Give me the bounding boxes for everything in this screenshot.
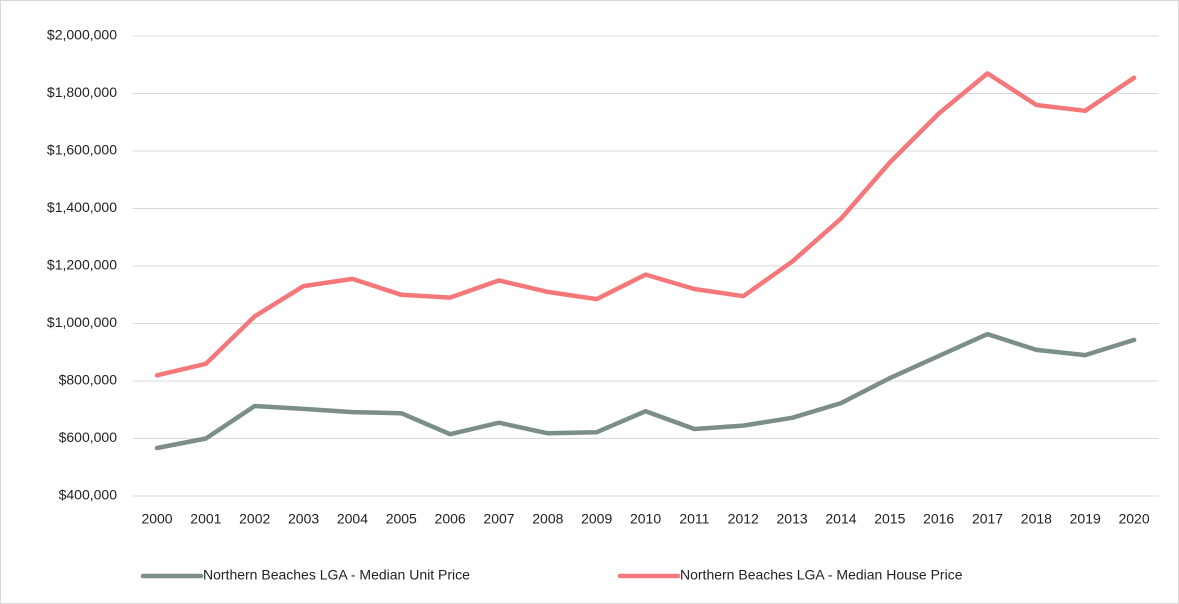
x-tick-label: 2006 bbox=[435, 511, 466, 527]
x-tick-label: 2002 bbox=[239, 511, 270, 527]
y-tick-label: $400,000 bbox=[59, 487, 118, 503]
x-tick-label: 2020 bbox=[1118, 511, 1149, 527]
y-tick-label: $1,000,000 bbox=[47, 314, 117, 330]
x-tick-label: 2003 bbox=[288, 511, 319, 527]
y-tick-label: $800,000 bbox=[59, 372, 118, 388]
y-tick-label: $2,000,000 bbox=[47, 27, 117, 43]
x-tick-label: 2010 bbox=[630, 511, 661, 527]
x-tick-label: 2009 bbox=[581, 511, 612, 527]
y-tick-label: $1,400,000 bbox=[47, 199, 117, 215]
y-tick-label: $1,200,000 bbox=[47, 257, 117, 273]
y-tick-label: $1,600,000 bbox=[47, 142, 117, 158]
x-tick-label: 2011 bbox=[679, 511, 709, 527]
x-tick-label: 2015 bbox=[874, 511, 905, 527]
x-tick-label: 2012 bbox=[728, 511, 759, 527]
x-tick-label: 2013 bbox=[777, 511, 808, 527]
data-line bbox=[154, 331, 1137, 451]
x-tick-label: 2005 bbox=[386, 511, 417, 527]
x-tick-label: 2016 bbox=[923, 511, 954, 527]
data-line bbox=[154, 71, 1137, 378]
legend-label: Northern Beaches LGA - Median Unit Price bbox=[203, 567, 470, 583]
legend-label: Northern Beaches LGA - Median House Pric… bbox=[680, 567, 963, 583]
y-tick-label: $600,000 bbox=[59, 429, 118, 445]
x-tick-label: 2014 bbox=[825, 511, 856, 527]
x-tick-label: 2000 bbox=[141, 511, 172, 527]
y-tick-label: $1,800,000 bbox=[47, 84, 117, 100]
x-tick-label: 2008 bbox=[532, 511, 563, 527]
x-tick-label: 2007 bbox=[483, 511, 514, 527]
x-tick-label: 2019 bbox=[1070, 511, 1101, 527]
x-tick-label: 2018 bbox=[1021, 511, 1052, 527]
x-tick-label: 2001 bbox=[190, 511, 221, 527]
x-tick-label: 2017 bbox=[972, 511, 1003, 527]
x-tick-label: 2004 bbox=[337, 511, 368, 527]
